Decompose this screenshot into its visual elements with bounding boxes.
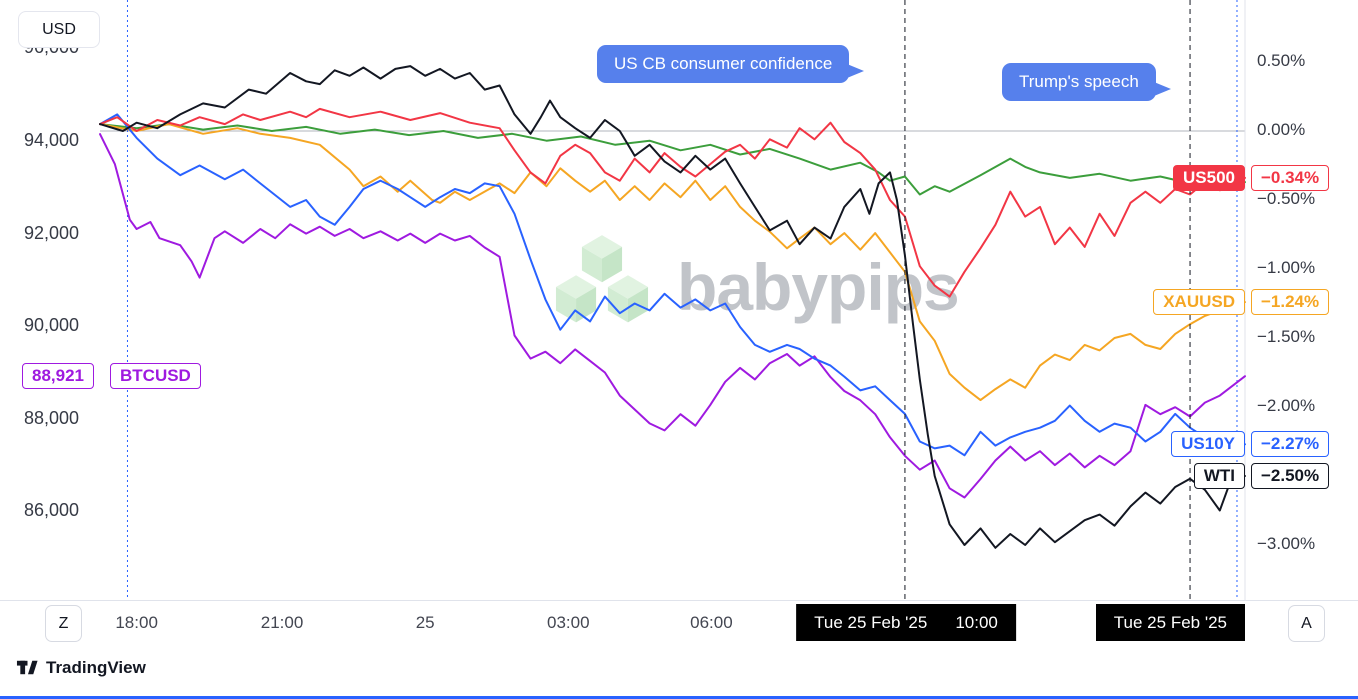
left-axis-tick[interactable]: 88,000 (24, 407, 80, 428)
badge-time: 10:00 (955, 612, 998, 632)
time-axis-label: 03:00 (547, 613, 590, 632)
series-change-xauusd: −1.24% (1251, 289, 1330, 316)
left-axis-tick[interactable]: 94,000 (24, 130, 80, 150)
series-line-us10y[interactable] (99, 113, 1246, 457)
right-axis-tick[interactable]: 0.50% (1257, 51, 1306, 70)
annotation-us-cb-consumer-confidence[interactable]: US CB consumer confidence (597, 45, 865, 83)
series-change-us500: −0.34% (1251, 164, 1330, 191)
series-line-us500[interactable] (99, 107, 1246, 298)
time-axis-label: 25 (415, 613, 435, 632)
series-line-xauusd[interactable] (99, 123, 1246, 402)
right-axis-tick[interactable]: −2.00% (1257, 396, 1316, 415)
right-axis-tick[interactable]: −1.50% (1257, 327, 1316, 346)
right-axis-tick[interactable]: −3.00% (1257, 534, 1316, 553)
series-price-btcusd: 88,921 (22, 363, 94, 390)
tradingview-logo-icon (16, 660, 38, 675)
price-chart-pane[interactable]: babypips USD US CB consumer confidence T… (0, 0, 1358, 600)
annotation-text: Trump's speech (1019, 72, 1139, 91)
annotation-trump-speech[interactable]: Trump's speech (1002, 63, 1171, 101)
series-change-us10y: −2.27% (1251, 431, 1330, 458)
time-axis-label: 21:00 (260, 613, 304, 632)
auto-scale-button[interactable]: A (1288, 605, 1325, 642)
series-badge-us10y[interactable]: US10Y (1171, 431, 1245, 458)
series-badge-btcusd[interactable]: BTCUSD (110, 363, 201, 390)
badge-date: Tue 25 Feb '25 (1113, 612, 1227, 632)
timezone-button[interactable]: Z (45, 605, 82, 642)
left-axis-currency-button[interactable]: USD (18, 11, 100, 48)
series-badge-xauusd[interactable]: XAUUSD (1153, 289, 1245, 316)
time-axis-label: 06:00 (690, 613, 733, 632)
series-line-btcusd[interactable] (99, 133, 1246, 499)
series-badge-us500[interactable]: US500 (1173, 164, 1245, 191)
series-badge-wti[interactable]: WTI (1193, 463, 1245, 489)
right-axis-tick[interactable]: −0.50% (1257, 189, 1316, 208)
badge-date: Tue 25 Feb '25 (814, 612, 928, 632)
watermark-text: babypips (677, 250, 960, 324)
bottom-accent-bar (0, 696, 1358, 699)
left-axis-tick[interactable]: 92,000 (24, 222, 80, 243)
time-axis[interactable]: Z A Tue 25 Feb '25 10:00 Tue 25 Feb '25 … (0, 600, 1358, 646)
event-time-badge-1[interactable]: Tue 25 Feb '25 10:00 (796, 604, 1016, 641)
series-line-wti[interactable] (99, 65, 1246, 549)
right-axis-tick[interactable]: −1.00% (1257, 258, 1316, 277)
tradingview-attribution[interactable]: TradingView (16, 656, 146, 679)
time-axis-label: 18:00 (115, 613, 158, 632)
series-change-wti: −2.50% (1251, 463, 1330, 489)
left-axis-tick[interactable]: 90,000 (24, 315, 80, 336)
series-line-unlabeled[interactable] (99, 123, 1246, 196)
left-axis-tick[interactable]: 86,000 (24, 500, 80, 521)
annotation-text: US CB consumer confidence (614, 54, 833, 73)
tradingview-brand-text: TradingView (46, 657, 146, 677)
right-axis-tick[interactable]: 0.00% (1257, 120, 1306, 139)
event-time-badge-2[interactable]: Tue 25 Feb '25 (1095, 604, 1245, 641)
